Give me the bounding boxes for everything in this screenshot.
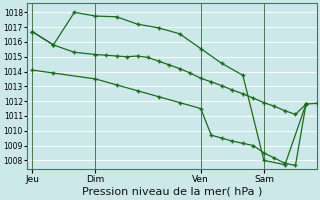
X-axis label: Pression niveau de la mer( hPa ): Pression niveau de la mer( hPa ): [82, 187, 262, 197]
